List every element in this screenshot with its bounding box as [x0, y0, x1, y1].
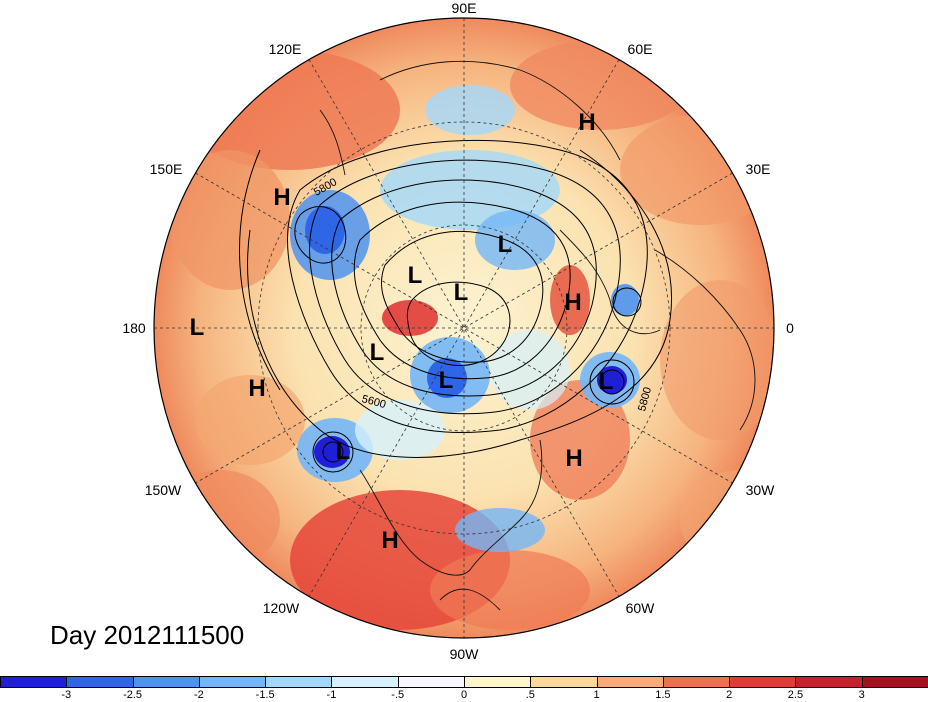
lon-label-90w: 90W [450, 646, 480, 662]
colorbar-tick-label: 2 [726, 689, 733, 701]
colorbar-tick-label: -2 [193, 689, 204, 701]
lon-label-150w: 150W [145, 482, 182, 498]
colorbar-swatch [464, 676, 532, 688]
high-pressure-label: H [273, 184, 290, 211]
low-pressure-label: L [370, 339, 385, 366]
colorbar-tick-label: .5 [525, 689, 535, 701]
low-pressure-label: L [408, 262, 423, 289]
colorbar-tick-label: -1.5 [255, 689, 275, 701]
colorbar-swatch [0, 676, 68, 688]
colorbar-tick-label: -1 [326, 689, 337, 701]
colorbar-swatch [795, 676, 863, 688]
colorbar-tick-label: 1.5 [655, 689, 671, 701]
low-pressure-label: L [599, 368, 614, 395]
colorbar-tick-label: 2.5 [787, 689, 804, 701]
colorbar-tick-label: -.5 [391, 689, 405, 701]
colorbar-tick-label: 3 [858, 689, 865, 701]
colorbar-swatch [66, 676, 134, 688]
lon-label-60e: 60E [628, 41, 653, 57]
lon-label-30w: 30W [746, 482, 776, 498]
lon-label-30e: 30E [746, 161, 771, 177]
colorbar-tick-label: -3 [61, 689, 72, 701]
colorbar-swatch [662, 676, 731, 688]
pressure-centers: H H L L L H L L H L L L H H [190, 109, 614, 554]
colorbar: -3 -2.5 -2 -1.5 -1 -.5 0 .5 1 1.5 2 2.5 3 [0, 676, 928, 702]
high-pressure-label: H [381, 527, 398, 554]
low-pressure-label: L [336, 438, 351, 465]
colorbar-tick-label: -2.5 [123, 689, 143, 701]
lon-label-60w: 60W [626, 600, 656, 616]
high-pressure-label: H [565, 445, 582, 472]
colorbar-tick-label: 1 [593, 689, 600, 701]
colorbar-tick-label: 0 [460, 689, 468, 701]
longitude-labels: 90E 60E 30E 0 30W 60W 90W 120W 150W 180 … [122, 0, 794, 662]
colorbar-swatch [198, 676, 267, 688]
colorbar-swatch [729, 676, 797, 688]
globe-disc [154, 18, 774, 638]
colorbar-swatch [530, 676, 598, 688]
high-pressure-label: H [248, 375, 265, 402]
lon-label-90e: 90E [452, 0, 477, 16]
low-pressure-label: L [439, 367, 454, 394]
globe-outline [153, 17, 775, 639]
polar-map: 90E 60E 30E 0 30W 60W 90W 120W 150W 180 … [122, 0, 794, 662]
colorbar-swatch [397, 676, 465, 688]
colorbar-swatch [265, 676, 333, 688]
lon-label-120e: 120E [269, 41, 302, 57]
low-pressure-label: L [498, 231, 513, 258]
colorbar-swatch [132, 676, 200, 688]
lon-label-0: 0 [786, 320, 794, 336]
colorbar-swatch [331, 676, 399, 688]
low-pressure-label: L [454, 279, 469, 306]
high-pressure-label: H [564, 289, 581, 316]
day-label: Day 2012111500 [50, 620, 245, 650]
lon-label-120w: 120W [263, 600, 300, 616]
colorbar-swatch [596, 676, 664, 688]
high-pressure-label: H [578, 109, 595, 136]
lon-label-150e: 150E [150, 161, 183, 177]
colorbar-swatch [861, 676, 928, 688]
lon-label-180: 180 [122, 320, 146, 336]
low-pressure-label: L [190, 314, 205, 341]
